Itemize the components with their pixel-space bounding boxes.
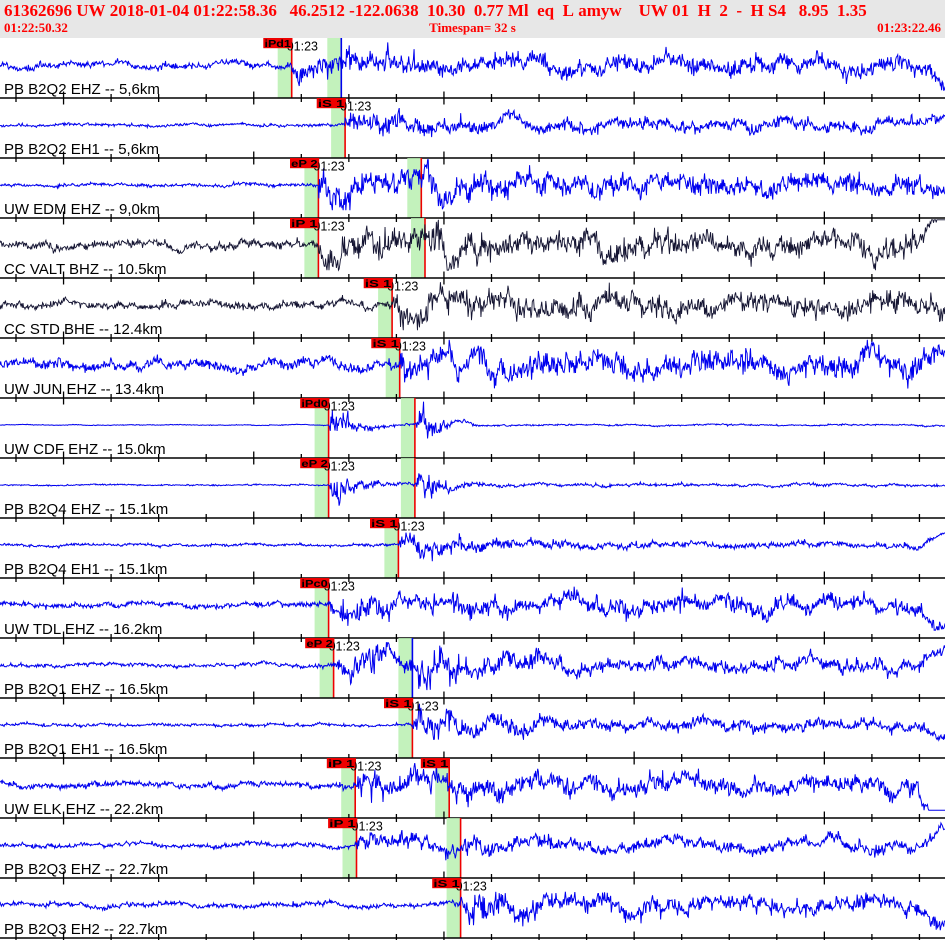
svg-text:iP 1: iP 1 xyxy=(329,818,356,830)
svg-text:PB B2Q3 EH2 -- 22.7km: PB B2Q3 EH2 -- 22.7km xyxy=(4,921,167,938)
svg-text:iPc0: iPc0 xyxy=(301,578,328,590)
svg-text:iS 1: iS 1 xyxy=(373,338,400,350)
svg-text:PB B2Q4 EH1 -- 15.1km: PB B2Q4 EH1 -- 15.1km xyxy=(4,561,167,578)
svg-text:iS 1: iS 1 xyxy=(385,698,412,710)
svg-text:UW TDL EHZ -- 16.2km: UW TDL EHZ -- 16.2km xyxy=(4,621,162,638)
svg-text:iPd0: iPd0 xyxy=(301,398,328,410)
svg-text:iS 1: iS 1 xyxy=(371,518,398,530)
svg-text:UW ELK EHZ -- 22.2km: UW ELK EHZ -- 22.2km xyxy=(4,801,163,818)
svg-text:iP 1: iP 1 xyxy=(328,758,355,770)
svg-text:UW EDM EHZ -- 9,0km: UW EDM EHZ -- 9,0km xyxy=(4,201,160,218)
svg-text:CC STD BHE -- 12.4km: CC STD BHE -- 12.4km xyxy=(4,321,162,338)
svg-text:iS 1: iS 1 xyxy=(422,758,449,770)
svg-text:CC VALT BHZ -- 10.5km: CC VALT BHZ -- 10.5km xyxy=(4,261,167,278)
svg-text:iS 1: iS 1 xyxy=(365,278,392,290)
svg-text:PB B2Q2 EH1 -- 5,6km: PB B2Q2 EH1 -- 5,6km xyxy=(4,141,159,158)
svg-text:PB B2Q4 EHZ -- 15.1km: PB B2Q4 EHZ -- 15.1km xyxy=(4,501,168,518)
svg-text:iPd1: iPd1 xyxy=(265,38,292,50)
svg-text:UW CDF EHZ -- 15.0km: UW CDF EHZ -- 15.0km xyxy=(4,441,166,458)
svg-text:UW JUN EHZ -- 13.4km: UW JUN EHZ -- 13.4km xyxy=(4,381,164,398)
svg-text:eP 2: eP 2 xyxy=(301,458,328,470)
svg-text:eP 2: eP 2 xyxy=(291,158,318,170)
svg-text:iS 1: iS 1 xyxy=(433,878,460,890)
svg-text:PB B2Q1 EH1 -- 16.5km: PB B2Q1 EH1 -- 16.5km xyxy=(4,741,167,758)
svg-text:iP 1: iP 1 xyxy=(291,218,318,230)
svg-text:PB B2Q1 EHZ -- 16.5km: PB B2Q1 EHZ -- 16.5km xyxy=(4,681,168,698)
svg-text:iS 1: iS 1 xyxy=(318,98,345,110)
svg-text:PB B2Q3 EHZ -- 22.7km: PB B2Q3 EHZ -- 22.7km xyxy=(4,861,168,878)
svg-text:eP 2: eP 2 xyxy=(306,638,333,650)
svg-text:PB B2Q2 EHZ -- 5,6km: PB B2Q2 EHZ -- 5,6km xyxy=(4,81,160,98)
